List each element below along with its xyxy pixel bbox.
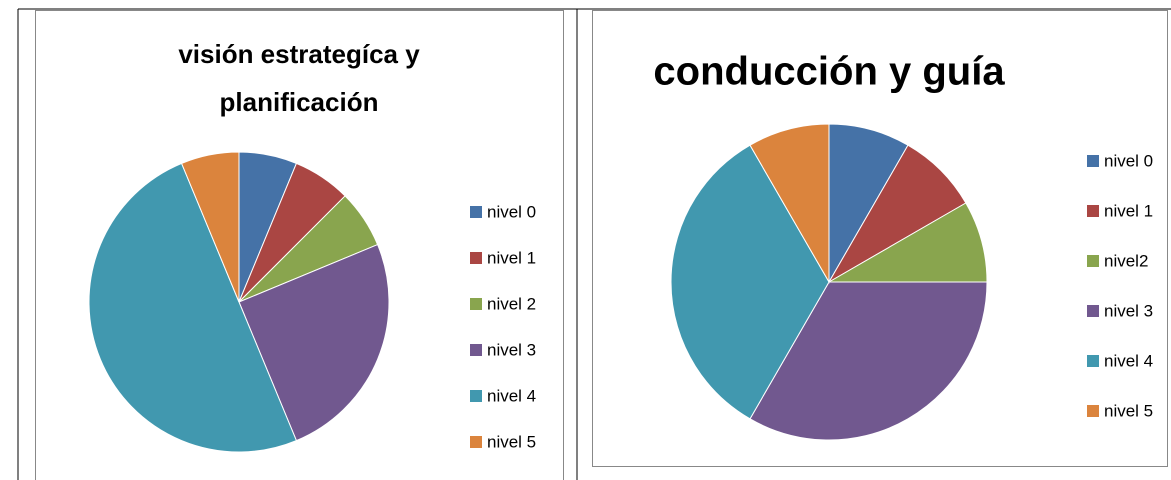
legend-label: nivel2 [1104,251,1148,270]
legend-swatch [1087,255,1099,267]
legend-label: nivel 1 [1104,201,1153,220]
legend-swatch [1087,305,1099,317]
legend-swatch [1087,355,1099,367]
legend-swatch [470,390,482,402]
legend-swatch [470,206,482,218]
legend-swatch [470,298,482,310]
legend-label: nivel 3 [1104,301,1153,320]
legend-label: nivel 0 [487,202,536,221]
pie-slice [88,162,298,453]
legend-swatch [1087,205,1099,217]
chart-title: planificación [220,87,379,117]
legend-label: nivel 4 [1104,351,1153,370]
legend-label: nivel 4 [487,386,536,405]
pie-slice [749,123,830,284]
chart-title: visión estrategíca y [178,39,420,69]
legend-label: nivel 3 [487,340,536,359]
pie-slice [749,281,988,441]
legend-swatch [1087,155,1099,167]
chart-title: conducción y guía [653,50,1005,94]
legend-swatch [470,344,482,356]
legend-label: nivel 0 [1104,151,1153,170]
chart-border [592,10,1168,467]
chart-border [35,10,564,480]
legend-label: nivel 1 [487,248,536,267]
legend-swatch [470,436,482,448]
legend-label: nivel 5 [1104,401,1153,420]
legend-label: nivel 2 [487,294,536,313]
legend-label: nivel 5 [487,432,536,451]
pie-slice [180,151,240,303]
legend-swatch [1087,405,1099,417]
legend-swatch [470,252,482,264]
